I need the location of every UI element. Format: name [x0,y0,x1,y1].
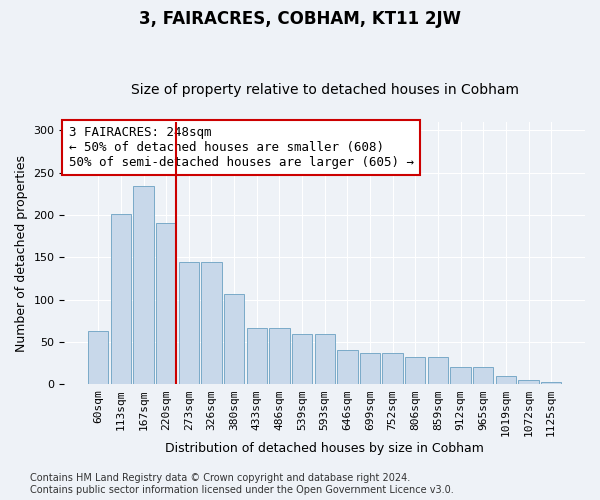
Bar [133,186,154,384]
Bar [451,368,471,384]
Bar [314,334,335,384]
Text: 3, FAIRACRES, COBHAM, KT11 2JW: 3, FAIRACRES, COBHAM, KT11 2JW [139,10,461,28]
Bar [201,262,221,384]
Bar [111,214,131,384]
X-axis label: Distribution of detached houses by size in Cobham: Distribution of detached houses by size … [165,442,484,455]
Text: 3 FAIRACRES: 248sqm
← 50% of detached houses are smaller (608)
50% of semi-detac: 3 FAIRACRES: 248sqm ← 50% of detached ho… [68,126,413,169]
Bar [156,224,176,384]
Bar [292,334,312,384]
Text: Contains HM Land Registry data © Crown copyright and database right 2024.
Contai: Contains HM Land Registry data © Crown c… [30,474,454,495]
Bar [88,331,109,384]
Bar [247,328,267,384]
Bar [179,262,199,384]
Bar [428,357,448,384]
Bar [473,368,493,384]
Bar [224,294,244,384]
Bar [360,353,380,384]
Bar [518,380,539,384]
Title: Size of property relative to detached houses in Cobham: Size of property relative to detached ho… [131,83,519,97]
Bar [541,382,562,384]
Y-axis label: Number of detached properties: Number of detached properties [15,154,28,352]
Bar [269,328,290,384]
Bar [405,357,425,384]
Bar [337,350,358,384]
Bar [496,376,516,384]
Bar [382,353,403,384]
